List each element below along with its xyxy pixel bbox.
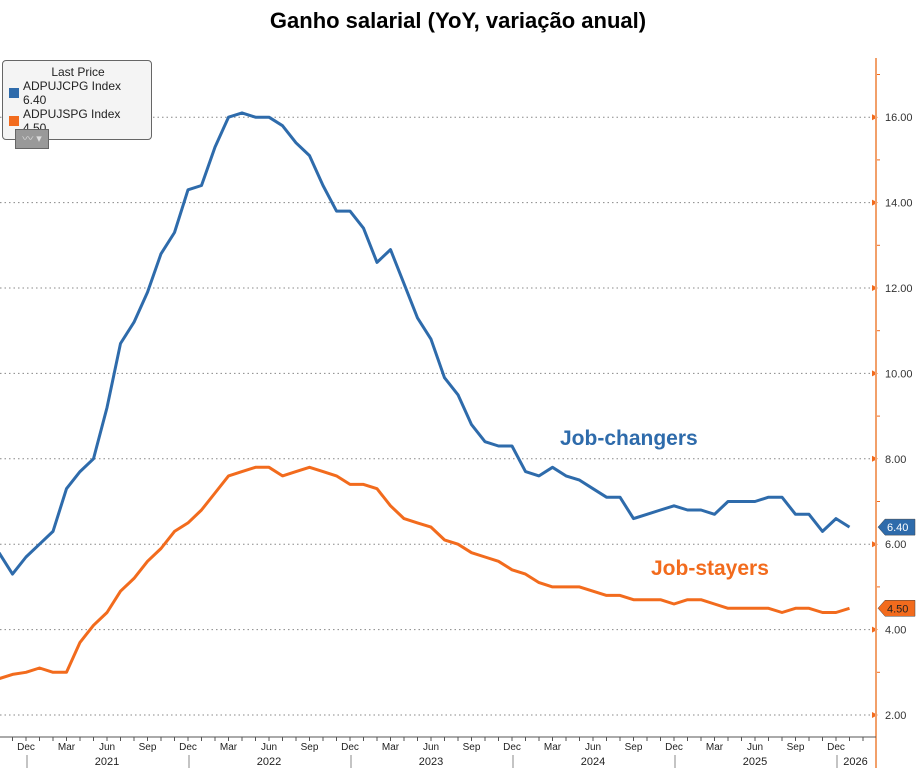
x-tick-label: Jun xyxy=(99,742,115,753)
x-tick-label: Jun xyxy=(747,742,763,753)
x-tick-label: Mar xyxy=(544,742,562,753)
last-value-tag xyxy=(877,518,916,536)
y-tick-label: 6.00 xyxy=(885,539,906,551)
series-line-job-changers xyxy=(0,111,851,576)
x-tick-label: Dec xyxy=(665,742,683,753)
x-tick-label: Sep xyxy=(301,742,319,753)
x-tick-label: Dec xyxy=(827,742,845,753)
y-tick-label: 10.00 xyxy=(885,368,913,380)
legend-swatch xyxy=(9,88,19,98)
x-tick-label: Mar xyxy=(706,742,724,753)
x-tick-label: Sep xyxy=(139,742,157,753)
chart-title: Ganho salarial (YoY, variação anual) xyxy=(269,8,647,33)
x-tick-label: Dec xyxy=(179,742,197,753)
legend[interactable]: Last Price ADPUJCPG Index 6.40 ADPUJSPG … xyxy=(2,60,152,140)
x-year-label: 2021 xyxy=(95,756,119,768)
annotation-job-changers: Job-changers xyxy=(560,427,698,450)
last-value-label: 4.50 xyxy=(887,603,908,615)
last-value-label: 6.40 xyxy=(887,522,908,534)
x-tick-label: Mar xyxy=(58,742,76,753)
x-tick-label: Dec xyxy=(341,742,359,753)
x-tick-label: Jun xyxy=(261,742,277,753)
x-tick-label: Dec xyxy=(503,742,521,753)
x-tick-label: Mar xyxy=(220,742,238,753)
legend-item-changers: ADPUJCPG Index 6.40 xyxy=(9,79,147,107)
x-year-label: 2023 xyxy=(419,756,443,768)
legend-header: Last Price xyxy=(51,65,105,79)
x-tick-label: Jun xyxy=(585,742,601,753)
x-tick-label: Jun xyxy=(423,742,439,753)
series-line-job-stayers xyxy=(0,465,850,680)
x-year-label: 2022 xyxy=(257,756,281,768)
x-year-label: 2026 xyxy=(843,756,867,768)
y-tick-label: 2.00 xyxy=(885,710,906,722)
y-tick-label: 4.00 xyxy=(885,625,906,637)
annotation-job-stayers: Job-stayers xyxy=(651,557,769,580)
last-value-tag xyxy=(877,600,916,617)
x-tick-label: Mar xyxy=(382,742,400,753)
x-tick-label: Sep xyxy=(625,742,643,753)
x-tick-label: Dec xyxy=(17,742,35,753)
line-chart-icon[interactable]: 〰 ▾ xyxy=(15,129,49,149)
legend-swatch xyxy=(9,116,19,126)
legend-label: ADPUJCPG Index 6.40 xyxy=(22,79,121,107)
x-tick-label: Sep xyxy=(463,742,481,753)
y-tick-label: 8.00 xyxy=(885,454,906,466)
y-tick-label: 14.00 xyxy=(885,198,913,210)
x-year-label: 2025 xyxy=(743,756,767,768)
x-year-label: 2024 xyxy=(581,756,605,768)
y-tick-label: 16.00 xyxy=(885,112,913,124)
x-tick-label: Sep xyxy=(787,742,805,753)
y-tick-label: 12.00 xyxy=(885,283,913,295)
